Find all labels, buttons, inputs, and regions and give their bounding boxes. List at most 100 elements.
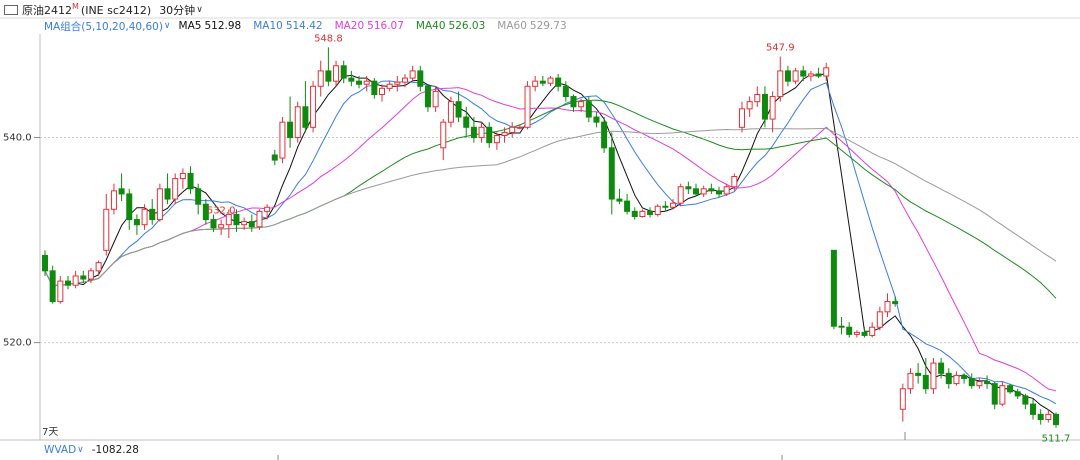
- candle-body: [647, 210, 654, 215]
- candle: [187, 166, 194, 194]
- candle: [1014, 388, 1021, 399]
- period[interactable]: 30分钟: [159, 4, 196, 17]
- candle: [172, 173, 179, 205]
- candle: [333, 60, 340, 87]
- candle-body: [869, 326, 876, 336]
- candle-body: [149, 208, 156, 221]
- candle: [631, 207, 638, 220]
- candle: [1022, 393, 1029, 410]
- candle-body: [853, 331, 860, 335]
- candle-body: [478, 126, 485, 139]
- candle: [670, 199, 677, 210]
- candle: [922, 357, 929, 394]
- ma-name: MA5: [178, 20, 202, 32]
- candle-body: [49, 270, 56, 303]
- candle-body: [233, 213, 240, 226]
- ma-name: MA10: [253, 20, 283, 32]
- candle-body: [287, 121, 294, 139]
- candle-body: [333, 65, 340, 82]
- candle-body: [677, 186, 684, 204]
- candle: [792, 67, 799, 85]
- candle-body: [325, 70, 332, 82]
- candle-body: [394, 81, 401, 85]
- candle: [493, 132, 500, 150]
- candle: [64, 275, 71, 290]
- candle-body: [1037, 413, 1044, 420]
- ma-dropdown[interactable]: ∨: [163, 21, 171, 31]
- candle-body: [907, 372, 914, 390]
- candle: [700, 185, 707, 198]
- candle-body: [624, 200, 631, 212]
- candle-body: [248, 221, 255, 228]
- candle: [547, 76, 554, 87]
- candle-body: [777, 70, 784, 98]
- candle-body: [64, 280, 71, 286]
- candle: [379, 84, 385, 102]
- candle: [363, 76, 370, 92]
- candle-body: [470, 126, 477, 139]
- indicator[interactable]: WVAD: [44, 444, 77, 456]
- candle: [754, 86, 761, 107]
- candle: [202, 199, 209, 225]
- candle-body: [608, 147, 615, 200]
- candle: [984, 375, 991, 389]
- candle-body: [195, 188, 202, 205]
- period-dropdown[interactable]: ∨: [196, 5, 203, 15]
- candle: [677, 183, 684, 207]
- candle-body: [685, 186, 692, 190]
- candle: [892, 296, 899, 307]
- candle-body: [1053, 413, 1059, 426]
- candle: [164, 173, 171, 205]
- candle-body: [631, 210, 638, 217]
- candle: [302, 81, 309, 133]
- candle-body: [187, 172, 194, 190]
- candle: [953, 371, 960, 386]
- indicator-dropdown[interactable]: ∨: [77, 445, 84, 455]
- candle: [800, 65, 807, 82]
- candle: [409, 65, 416, 82]
- candle: [110, 183, 117, 215]
- candle-body: [716, 190, 722, 195]
- candle-body: [126, 193, 133, 221]
- candle-body: [693, 188, 700, 195]
- extreme-label: 547.9: [766, 43, 795, 54]
- candle-body: [179, 172, 186, 180]
- candle: [486, 122, 493, 148]
- candle: [156, 183, 163, 222]
- candle: [440, 119, 447, 161]
- candle: [915, 363, 922, 384]
- candle: [516, 124, 523, 130]
- candle-body: [486, 126, 493, 144]
- candle-body: [294, 106, 301, 139]
- candle-body: [509, 126, 516, 133]
- candle: [555, 73, 562, 92]
- candle-body: [371, 80, 378, 95]
- candle: [777, 56, 784, 102]
- candle-body: [593, 116, 600, 123]
- candle-body: [899, 388, 906, 410]
- candle-body: [769, 96, 776, 120]
- candle-body: [241, 221, 248, 226]
- title: 原油2412: [22, 4, 72, 17]
- candle-body: [884, 301, 891, 313]
- candle-body: [455, 101, 462, 118]
- candle-body: [310, 85, 317, 128]
- candle-body: [172, 178, 179, 200]
- candle-body: [562, 85, 569, 98]
- candle: [287, 96, 294, 148]
- candle-body: [938, 362, 945, 374]
- indicator-bar: WVAD ∨ -1082.28: [44, 442, 143, 458]
- candle: [49, 265, 56, 304]
- candle-body: [363, 80, 370, 85]
- candle-body: [999, 385, 1006, 405]
- candle-body: [516, 126, 523, 129]
- candle: [830, 249, 837, 330]
- candle: [264, 204, 271, 220]
- candle: [241, 217, 248, 230]
- ma-group[interactable]: MA组合(5,10,20,40,60): [44, 20, 163, 33]
- candle: [907, 368, 914, 394]
- candle-body: [830, 249, 837, 327]
- ma-value: 529.73: [529, 20, 567, 32]
- candle: [455, 91, 462, 123]
- candle: [662, 201, 669, 212]
